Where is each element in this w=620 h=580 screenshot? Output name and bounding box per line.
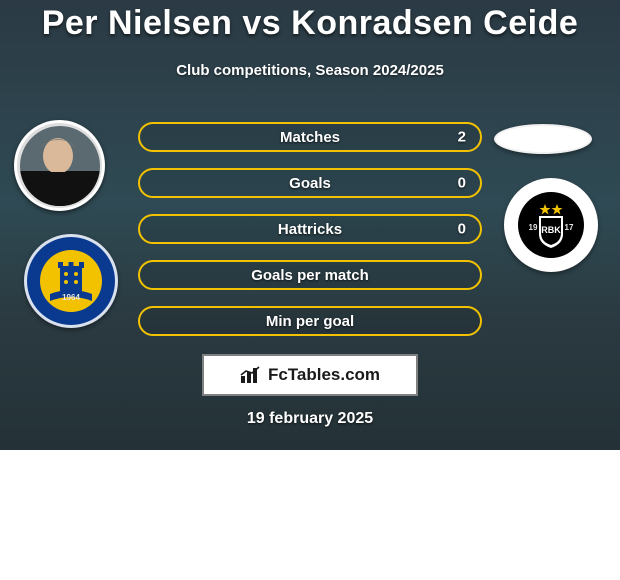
watermark-text: FcTables.com <box>268 365 380 385</box>
left-club-crest: 1964 <box>24 234 118 328</box>
white-bottom-area <box>0 450 620 580</box>
bar-matches-label: Matches <box>280 129 340 146</box>
stat-bars: Matches 2 Goals 0 Hattricks 0 Goals per … <box>138 122 482 352</box>
left-player-avatar <box>14 120 105 211</box>
bar-goals: Goals 0 <box>138 168 482 198</box>
bar-goals-per-match: Goals per match <box>138 260 482 290</box>
bar-matches: Matches 2 <box>138 122 482 152</box>
stage: Per Nielsen vs Konradsen Ceide Club comp… <box>0 0 620 580</box>
date-text: 19 february 2025 <box>0 410 620 428</box>
comparison-panel: Per Nielsen vs Konradsen Ceide Club comp… <box>0 0 620 450</box>
bar-gpm-label: Goals per match <box>251 267 369 284</box>
person-icon <box>20 126 100 206</box>
bar-hattricks-label: Hattricks <box>278 221 342 238</box>
bar-hattricks: Hattricks 0 <box>138 214 482 244</box>
page-title: Per Nielsen vs Konradsen Ceide <box>0 4 620 43</box>
bar-min-per-goal: Min per goal <box>138 306 482 336</box>
bar-goals-label: Goals <box>289 175 331 192</box>
bar-matches-right-value: 2 <box>458 129 466 146</box>
right-crest-year-left: 19 <box>529 223 538 232</box>
page-subtitle: Club competitions, Season 2024/2025 <box>0 62 620 79</box>
bar-chart-icon <box>240 366 262 384</box>
bar-goals-right-value: 0 <box>458 175 466 192</box>
right-crest-text: RBK <box>541 225 561 235</box>
bar-mpg-label: Min per goal <box>266 313 354 330</box>
brondby-crest-icon: 1964 <box>30 240 112 322</box>
right-club-crest: RBK 19 17 <box>504 178 598 272</box>
right-crest-year-right: 17 <box>565 223 574 232</box>
left-crest-year: 1964 <box>62 293 80 302</box>
rosenborg-crest-icon: RBK 19 17 <box>510 184 592 266</box>
bar-hattricks-right-value: 0 <box>458 221 466 238</box>
watermark-box: FcTables.com <box>202 354 418 396</box>
right-player-avatar-placeholder <box>494 124 592 154</box>
